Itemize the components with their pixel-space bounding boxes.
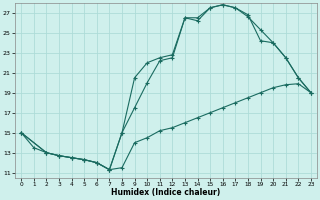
X-axis label: Humidex (Indice chaleur): Humidex (Indice chaleur) — [111, 188, 221, 197]
